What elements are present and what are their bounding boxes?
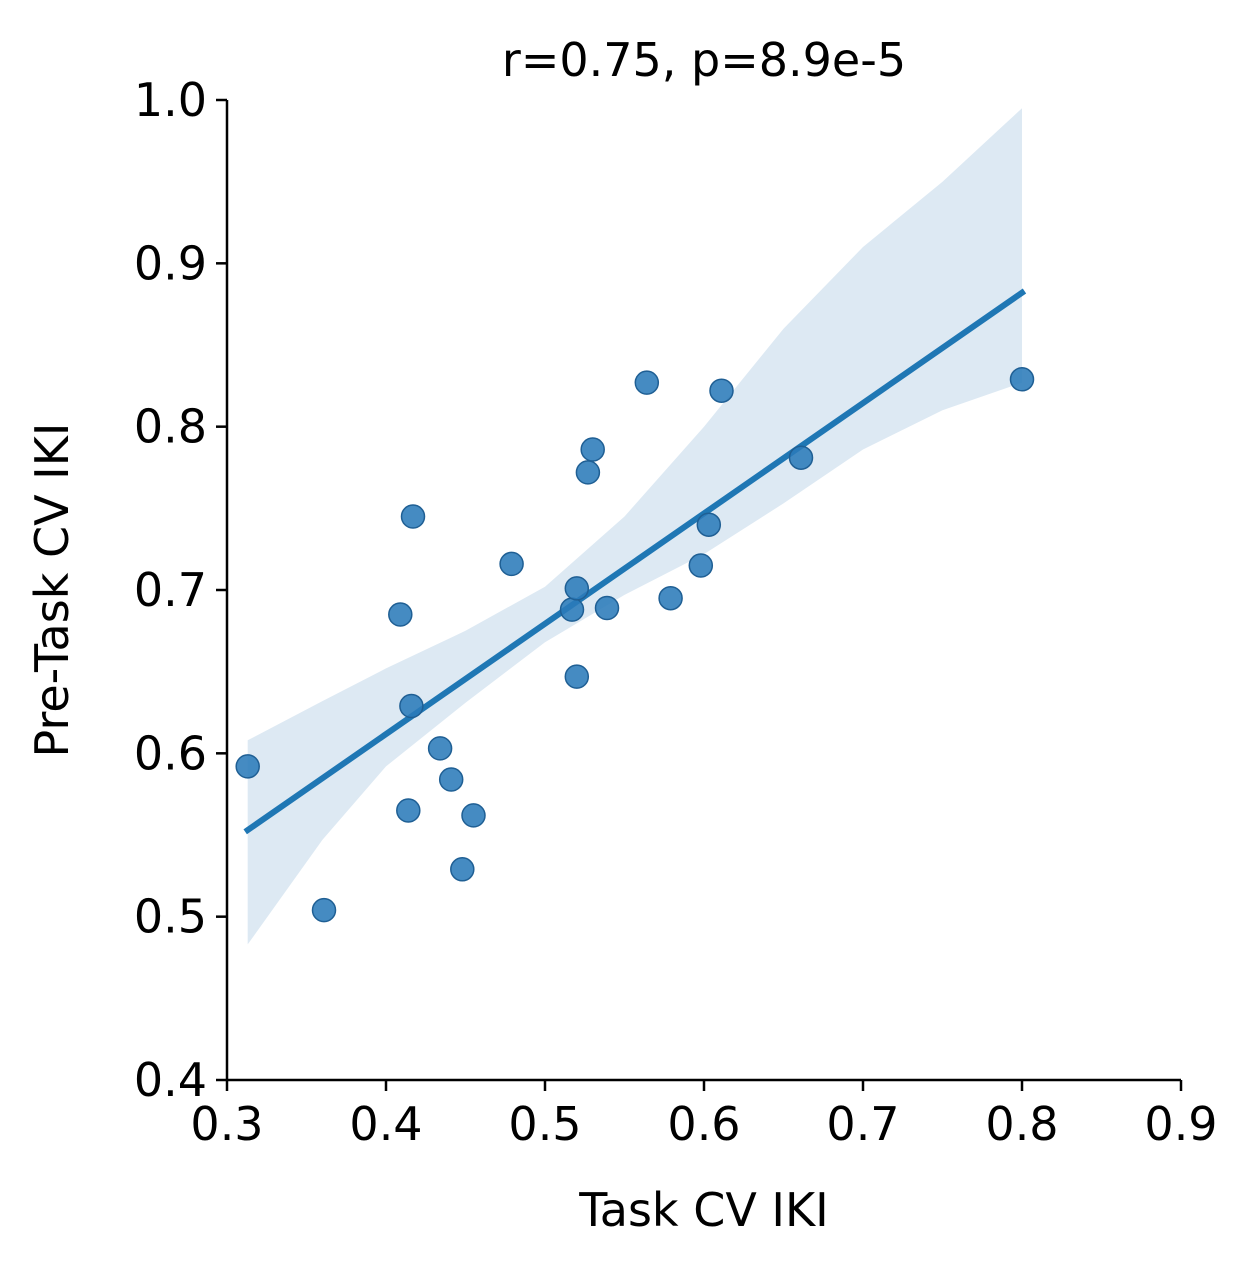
y-axis-title: Pre-Task CV IKI [25, 423, 79, 758]
data-points [235, 367, 1035, 923]
data-point [311, 897, 337, 923]
data-point [499, 551, 524, 577]
data-point [461, 803, 486, 828]
data-point [658, 585, 683, 611]
x-tick-label: 0.8 [985, 1097, 1058, 1151]
data-point [235, 754, 260, 779]
data-point [709, 378, 734, 403]
y-tick-label: 0.6 [134, 726, 207, 780]
x-tick-label: 0.9 [1144, 1097, 1217, 1151]
y-tick-label: 0.5 [134, 890, 207, 944]
data-point [400, 504, 426, 529]
regression-line [243, 288, 1027, 835]
data-point [399, 693, 424, 719]
data-point [564, 664, 590, 689]
data-point [559, 597, 585, 622]
data-point [427, 736, 453, 761]
x-tick-label: 0.3 [190, 1097, 263, 1151]
data-point [396, 798, 421, 823]
plot-area [235, 108, 1035, 945]
y-tick-label: 0.8 [134, 400, 207, 454]
y-tick-label: 0.9 [134, 236, 207, 290]
x-tick-label: 0.5 [508, 1097, 581, 1151]
data-point [580, 437, 605, 462]
y-tick-label: 0.7 [134, 563, 207, 617]
y-tick-label: 0.4 [134, 1053, 207, 1107]
data-point [564, 576, 590, 601]
x-axis-ticks: 0.3 0.4 0.5 0.6 0.7 0.8 0.9 [190, 1080, 1218, 1151]
data-point [438, 767, 464, 792]
y-tick-label: 1.0 [134, 73, 207, 127]
data-point [688, 553, 714, 578]
data-point [450, 857, 475, 882]
x-axis-title: Task CV IKI [578, 1183, 828, 1237]
y-axis-ticks: 0.4 0.5 0.6 0.7 0.8 0.9 1.0 [134, 73, 227, 1107]
data-point [696, 512, 722, 537]
data-point [788, 445, 814, 470]
x-tick-label: 0.4 [349, 1097, 422, 1151]
data-point [575, 460, 601, 485]
data-point [388, 602, 413, 627]
x-tick-label: 0.6 [667, 1097, 740, 1151]
chart-title: r=0.75, p=8.9e-5 [502, 33, 906, 87]
data-point [594, 595, 620, 621]
data-point [634, 370, 660, 395]
x-tick-label: 0.7 [826, 1097, 899, 1151]
data-point [1009, 367, 1035, 392]
confidence-band [247, 108, 1022, 945]
